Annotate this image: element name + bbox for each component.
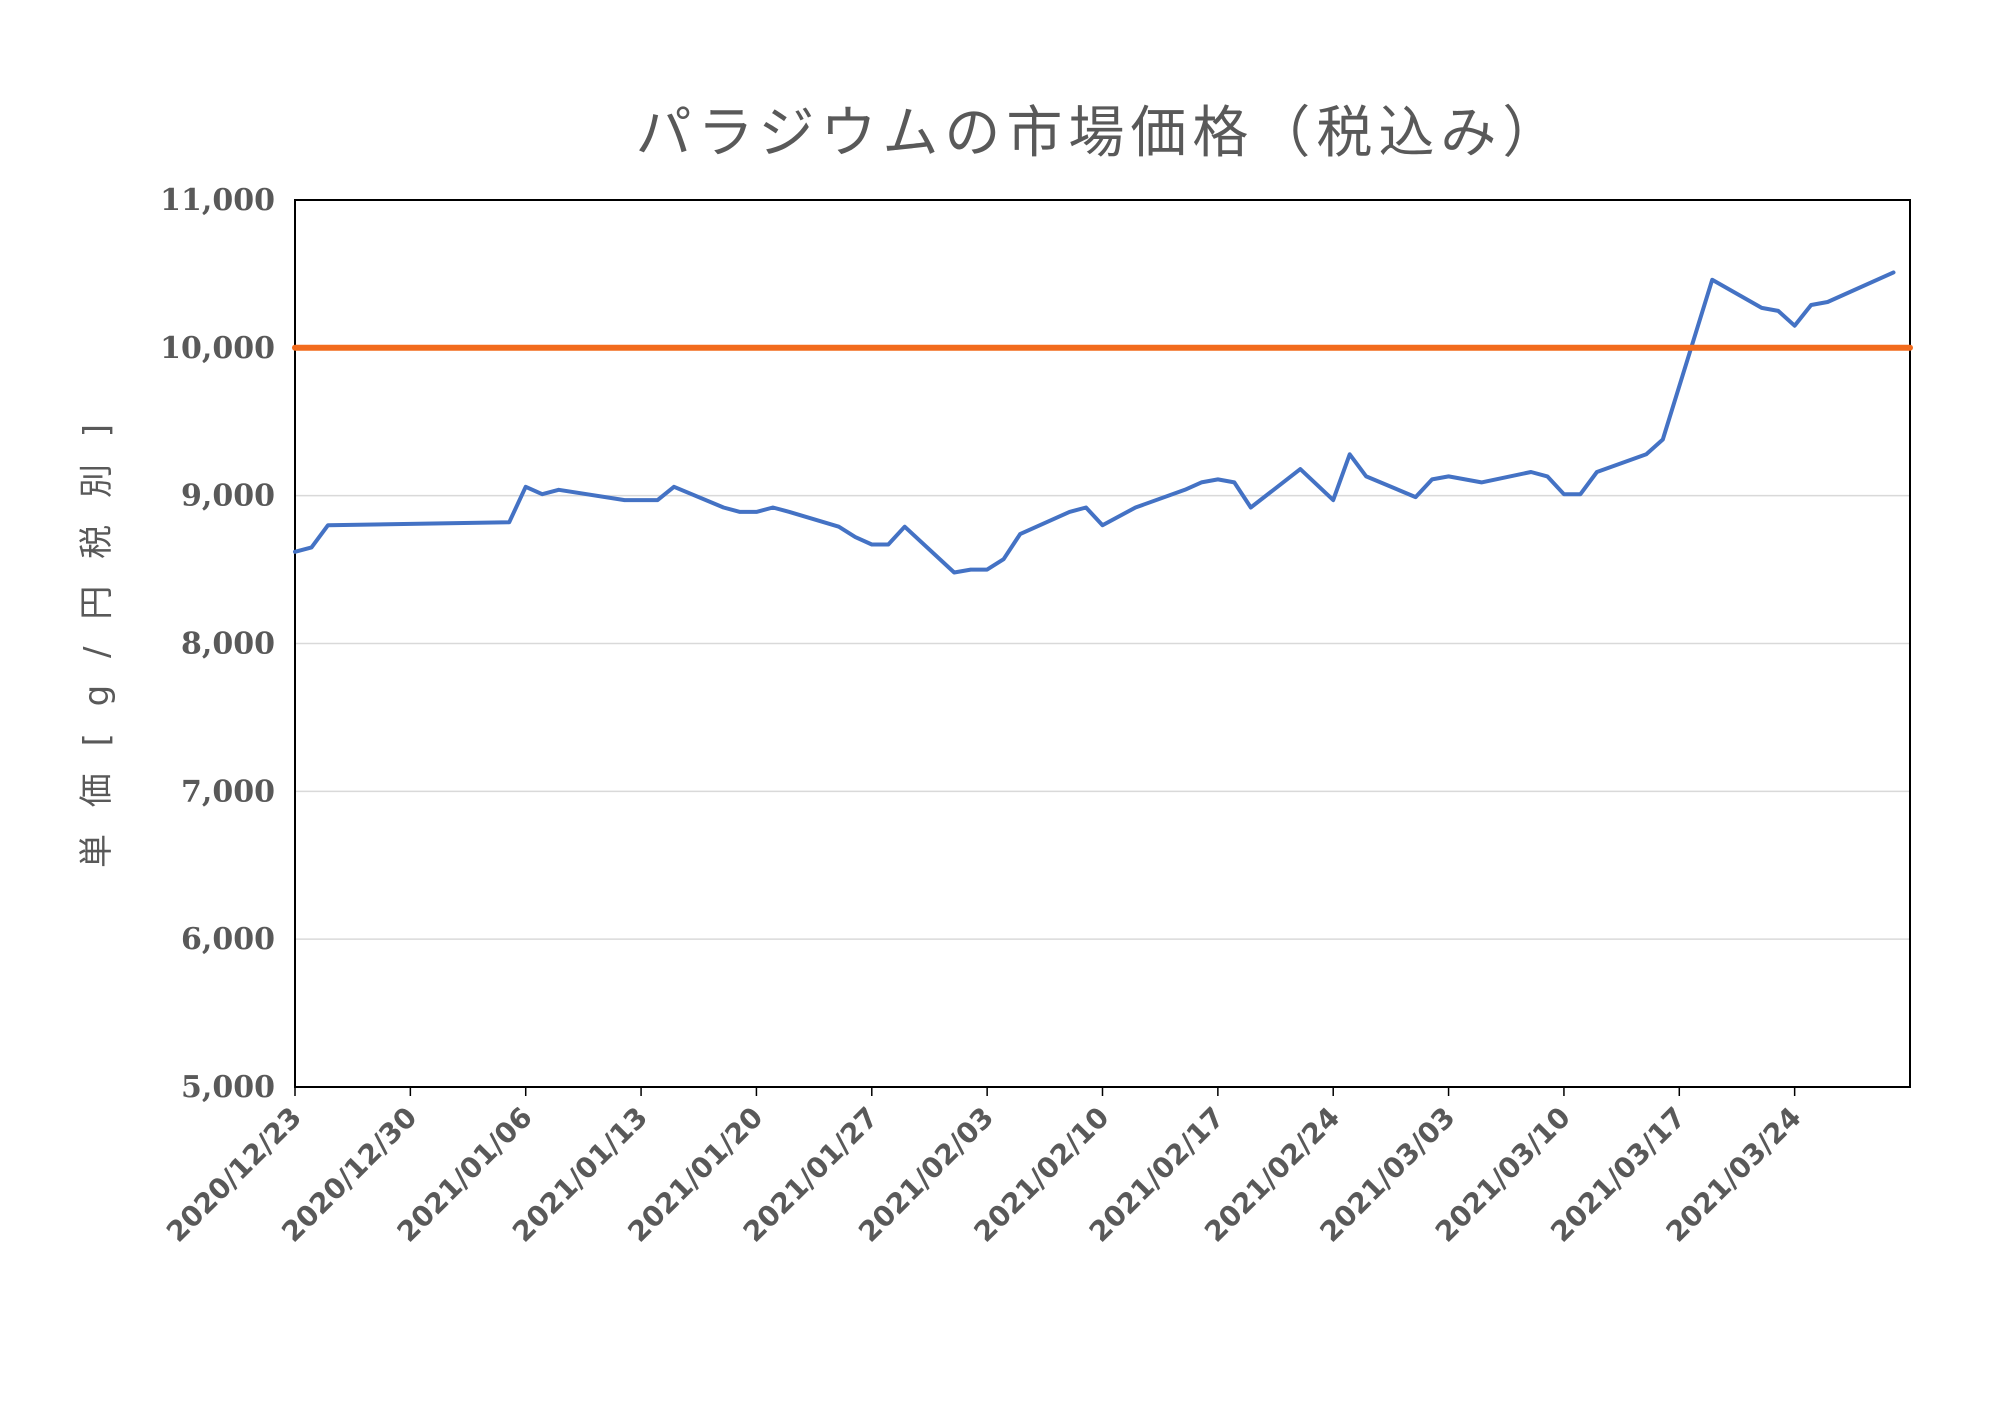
chart-title: パラジウムの市場価格（税込み） <box>636 101 1565 166</box>
y-tick-label: 5,000 <box>181 1070 275 1105</box>
price-line <box>293 270 1896 575</box>
grid-layer <box>295 347 1910 940</box>
y-axis-label: 単 価 [ g / 円 税 別 ] <box>77 416 117 868</box>
series-layer <box>292 270 1913 575</box>
y-tick-label: 9,000 <box>181 479 275 514</box>
y-tick-label: 11,000 <box>160 183 275 218</box>
y-tick-label: 7,000 <box>181 774 275 809</box>
y-tick-label: 8,000 <box>181 627 275 662</box>
y-axis-ticks: 5,000 6,000 7,000 8,000 9,000 10,000 11,000 <box>160 183 275 1105</box>
y-tick-label: 6,000 <box>181 922 275 957</box>
y-tick-label: 10,000 <box>160 331 275 366</box>
